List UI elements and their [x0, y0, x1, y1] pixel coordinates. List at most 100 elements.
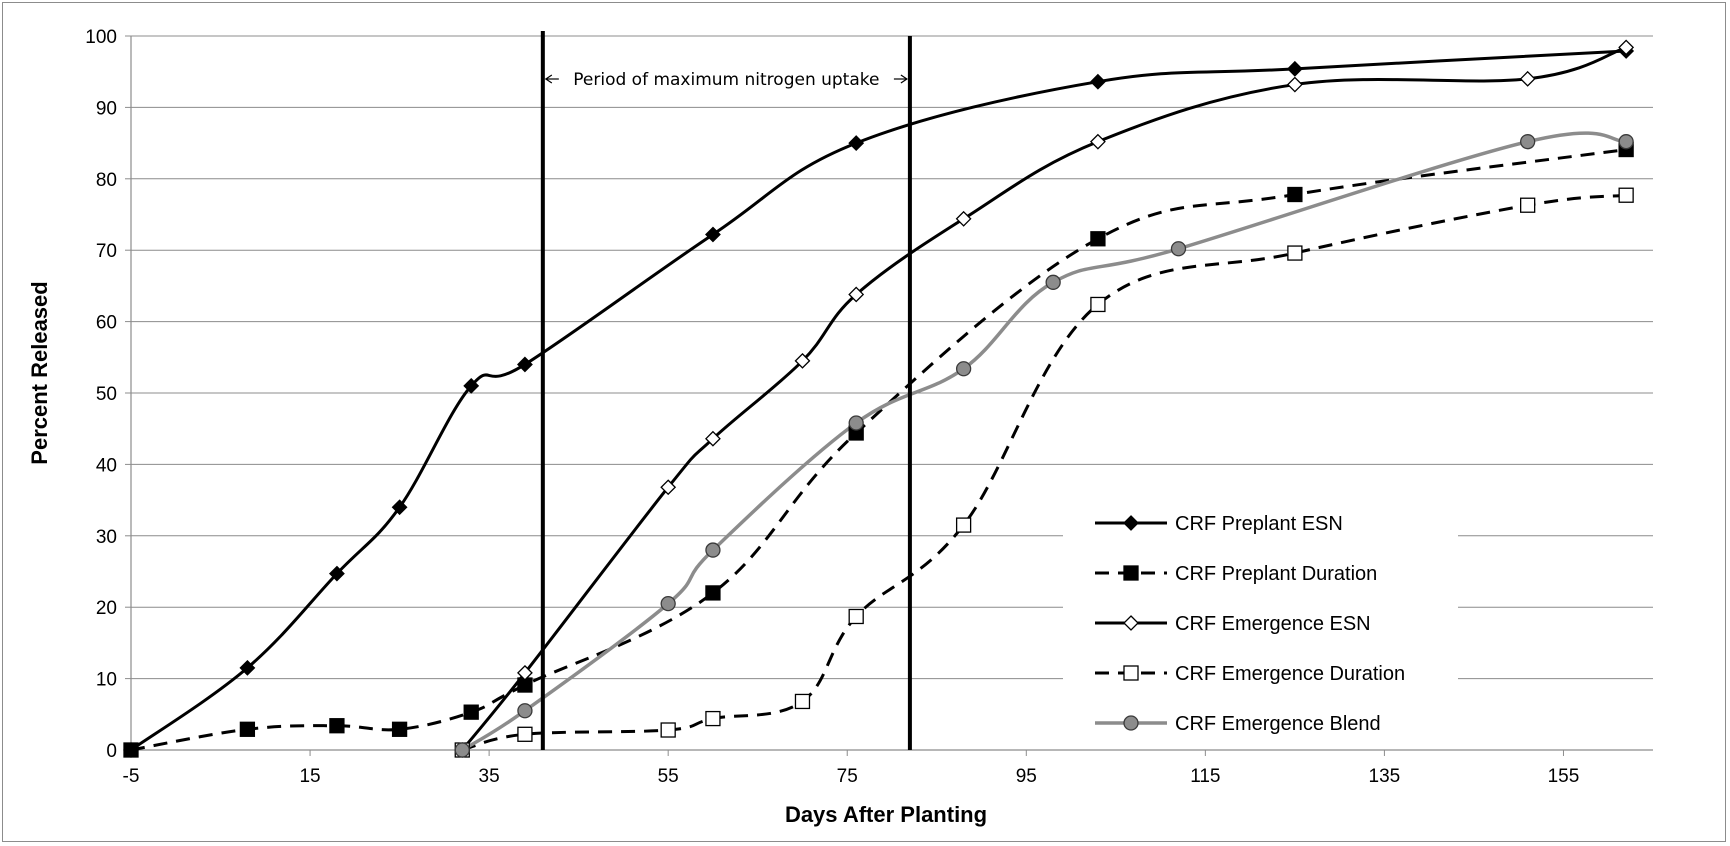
- legend-label: CRF Preplant Duration: [1175, 563, 1377, 585]
- x-tick-label: 95: [1016, 766, 1037, 787]
- data-point-crf-emergence-esn: [1618, 39, 1635, 56]
- legend-marker: [1123, 665, 1139, 681]
- legend-marker: [1123, 615, 1139, 631]
- data-point-crf-emergence-duration: [955, 517, 972, 533]
- data-point-crf-emergence-duration: [1618, 187, 1634, 203]
- x-tick-label: 75: [837, 766, 858, 787]
- data-point-crf-preplant-esn: [239, 659, 256, 676]
- data-point-crf-preplant-esn: [391, 499, 408, 516]
- data-point-crf-emergence-duration: [705, 710, 721, 727]
- annotation-label: Period of maximum nitrogen uptake: [573, 70, 879, 90]
- series-line-crf-emergence-esn: [461, 45, 1627, 751]
- x-tick-label: 55: [658, 766, 679, 787]
- data-point-crf-emergence-duration: [794, 693, 811, 710]
- data-point-crf-emergence-duration: [1287, 245, 1303, 261]
- data-point-crf-emergence-esn: [1089, 133, 1106, 150]
- markers-group: [123, 39, 1635, 758]
- data-point-crf-emergence-blend: [955, 361, 972, 377]
- y-axis-ticks: 0 10 20 30 40 50 60 70 80 90 100: [85, 27, 131, 762]
- x-axis-title: Days After Planting: [785, 802, 987, 827]
- y-tick-label: 50: [96, 384, 117, 405]
- data-point-crf-preplant-esn: [517, 356, 533, 373]
- y-tick-label: 90: [96, 98, 117, 119]
- x-tick-label: 15: [299, 766, 320, 787]
- data-point-crf-preplant-duration: [1287, 186, 1303, 203]
- data-point-crf-emergence-blend: [1170, 241, 1187, 257]
- data-point-crf-preplant-esn: [1089, 73, 1106, 90]
- x-tick-label: 35: [479, 766, 500, 787]
- data-point-crf-emergence-duration: [1090, 296, 1106, 313]
- y-tick-label: 80: [96, 170, 117, 191]
- data-point-crf-emergence-blend: [454, 742, 470, 758]
- data-point-crf-preplant-esn: [328, 565, 345, 582]
- data-point-crf-emergence-blend: [1045, 274, 1061, 290]
- y-tick-label: 30: [96, 527, 117, 548]
- legend-item-crf-preplant-duration: CRF Preplant Duration: [1095, 563, 1377, 585]
- legend-marker: [1123, 715, 1139, 731]
- x-tick-label: -5: [123, 766, 140, 787]
- y-tick-label: 60: [96, 313, 117, 334]
- data-point-crf-emergence-duration: [1520, 197, 1536, 213]
- data-point-crf-emergence-duration: [660, 722, 676, 738]
- legend-label: CRF Emergence Duration: [1175, 663, 1405, 685]
- data-point-crf-emergence-esn: [660, 479, 677, 496]
- data-point-crf-emergence-blend: [848, 415, 864, 431]
- data-point-crf-emergence-blend: [705, 542, 721, 558]
- data-point-crf-emergence-esn: [1286, 76, 1303, 93]
- x-axis-ticks: -5 15 35 55 75 95 115 135 155: [123, 750, 1580, 787]
- legend-item-crf-emergence-blend: CRF Emergence Blend: [1095, 713, 1381, 735]
- data-point-crf-preplant-duration: [239, 721, 256, 737]
- data-point-crf-preplant-esn: [1286, 60, 1303, 77]
- data-point-crf-emergence-blend: [660, 595, 676, 612]
- data-point-crf-preplant-esn: [463, 377, 480, 394]
- data-point-crf-emergence-duration: [517, 726, 533, 742]
- legend-marker: [1123, 565, 1139, 581]
- series-line-crf-emergence-duration: [461, 193, 1627, 752]
- y-tick-label: 20: [96, 598, 117, 619]
- data-point-crf-emergence-esn: [705, 430, 721, 447]
- data-point-crf-preplant-duration: [329, 718, 345, 734]
- data-point-crf-emergence-blend: [517, 703, 533, 719]
- data-point-crf-preplant-duration: [705, 585, 721, 601]
- arrow-right-head: [900, 74, 908, 84]
- legend-label: CRF Emergence ESN: [1175, 613, 1371, 635]
- data-point-crf-preplant-duration: [123, 742, 139, 758]
- data-point-crf-emergence-blend: [1520, 134, 1536, 150]
- data-point-crf-emergence-blend: [1618, 134, 1634, 150]
- line-chart: 0 10 20 30 40 50 60 70 80 90 100 -5 15 35 55 75 95 115 13…: [27, 27, 1653, 827]
- data-point-crf-emergence-esn: [848, 286, 865, 303]
- data-point-crf-emergence-esn: [794, 352, 811, 369]
- legend-marker: [1123, 515, 1139, 531]
- arrow-left-head: [544, 74, 553, 84]
- series-line-crf-emergence-blend: [461, 131, 1627, 752]
- y-tick-label: 10: [96, 670, 117, 691]
- series-line-crf-preplant-esn: [130, 49, 1627, 752]
- legend: CRF Preplant ESN CRF Preplant Duration CRF…: [1063, 477, 1458, 735]
- data-point-crf-preplant-duration: [391, 721, 408, 737]
- data-point-crf-preplant-esn: [848, 135, 865, 152]
- annotation-arrows: [544, 74, 908, 84]
- legend-item-crf-emergence-duration: CRF Emergence Duration: [1095, 663, 1405, 685]
- gridlines: [131, 35, 1653, 680]
- legend-label: CRF Emergence Blend: [1175, 713, 1381, 735]
- data-point-crf-emergence-esn: [517, 664, 533, 681]
- y-tick-label: 100: [85, 27, 117, 48]
- y-axis-title: Percent Released: [27, 281, 52, 464]
- data-point-crf-preplant-duration: [1090, 231, 1106, 247]
- y-tick-label: 70: [96, 241, 117, 262]
- data-point-crf-emergence-esn: [1519, 70, 1536, 87]
- x-tick-label: 115: [1190, 766, 1220, 787]
- legend-item-crf-preplant-esn: CRF Preplant ESN: [1095, 513, 1343, 535]
- y-tick-label: 40: [96, 455, 117, 476]
- x-tick-label: 155: [1548, 766, 1580, 787]
- data-point-crf-emergence-duration: [848, 608, 864, 625]
- y-tick-label: 0: [106, 741, 117, 762]
- x-tick-label: 135: [1369, 766, 1401, 787]
- annotation-group: Period of maximum nitrogen uptake: [540, 31, 912, 750]
- data-point-crf-preplant-duration: [463, 704, 479, 720]
- data-point-crf-preplant-esn: [705, 226, 721, 243]
- legend-label: CRF Preplant ESN: [1175, 513, 1343, 535]
- legend-item-crf-emergence-esn: CRF Emergence ESN: [1095, 613, 1371, 635]
- data-point-crf-emergence-esn: [955, 210, 972, 227]
